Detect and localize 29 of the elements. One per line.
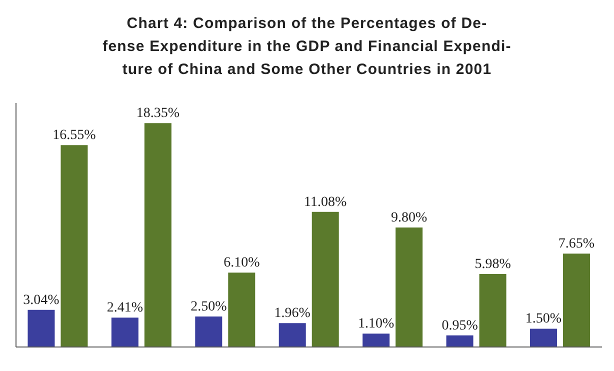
data-label: 1.50% bbox=[525, 312, 562, 327]
data-label: 9.80% bbox=[390, 210, 428, 226]
data-label: 6.10% bbox=[224, 256, 260, 271]
data-label: 2.41% bbox=[106, 300, 144, 316]
bar bbox=[228, 272, 256, 347]
bar bbox=[278, 323, 306, 347]
bar bbox=[144, 123, 172, 347]
data-label: 3.04% bbox=[23, 292, 60, 308]
bar bbox=[195, 316, 222, 347]
data-label: 11.08% bbox=[304, 194, 348, 210]
data-label: 1.10% bbox=[358, 316, 394, 332]
chart-title: Chart 4: Comparison of the Percentages of De- fense Expenditure in the GDP and Financial Expendi- ture of China and Some Other Countries in 2001 bbox=[102, 14, 512, 80]
data-label: 18.35% bbox=[136, 106, 180, 122]
data-label: 5.98% bbox=[474, 257, 512, 272]
data-label: 16.55% bbox=[52, 128, 96, 144]
data-label: 0.95% bbox=[442, 318, 478, 334]
data-label: 7.65% bbox=[558, 236, 595, 252]
data-label: 1.96% bbox=[274, 306, 311, 322]
bar bbox=[362, 334, 390, 347]
bar bbox=[563, 254, 590, 347]
bar bbox=[479, 274, 506, 347]
bar bbox=[530, 328, 558, 347]
bar bbox=[312, 212, 339, 347]
bar bbox=[28, 310, 55, 347]
bar bbox=[396, 227, 423, 347]
bar bbox=[111, 318, 138, 347]
bar bbox=[60, 145, 88, 347]
bar bbox=[446, 335, 474, 347]
data-label: 2.50% bbox=[190, 300, 228, 314]
